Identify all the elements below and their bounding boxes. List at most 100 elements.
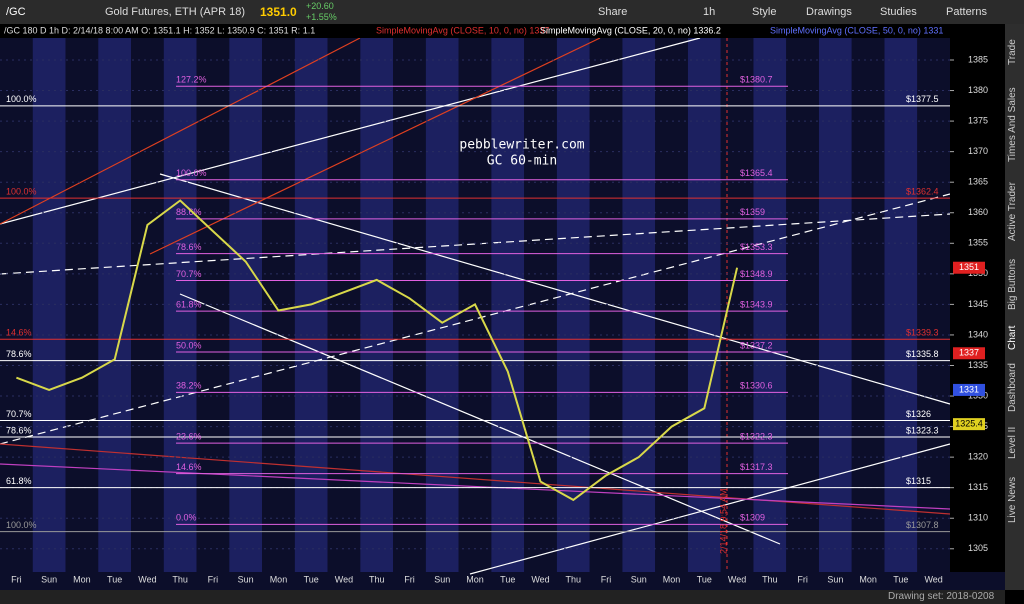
day-band (491, 38, 525, 572)
day-band (425, 38, 459, 572)
price-tag-label: 1337 (959, 348, 979, 358)
chart: $1380.7 127.2% $1377.5 100.0% $1365.4 100.0% $… (0, 24, 1005, 590)
price-tag-label: 1325.4 (955, 419, 983, 429)
symbol[interactable]: /GC (6, 6, 26, 18)
y-tick-label: 1345 (968, 299, 988, 309)
x-tick-label: Tue (893, 574, 908, 584)
x-tick-label: Tue (697, 574, 712, 584)
level-label: $1339.3 (906, 328, 939, 338)
price-tag (953, 261, 985, 274)
x-tick-label: Mon (73, 574, 91, 584)
tab[interactable]: Level II (1007, 426, 1018, 460)
tab[interactable]: Big Buttons (1007, 258, 1018, 310)
x-tick-label: Fri (11, 574, 22, 584)
day-band (818, 38, 852, 572)
fib-label: 78.6% (6, 425, 32, 435)
x-tick-label: Thu (369, 574, 385, 584)
tab[interactable]: Times And Sales (1007, 87, 1018, 163)
x-tick-label: Mon (859, 574, 877, 584)
y-tick-label: 1355 (968, 238, 988, 248)
fib-label: 127.2% (176, 75, 207, 85)
tab[interactable]: Chart (1007, 325, 1018, 351)
y-tick-label: 1310 (968, 513, 988, 523)
day-band (65, 38, 99, 572)
annotation: 2/14/18 9:54 AM (718, 488, 728, 554)
y-tick-label: 1385 (968, 54, 988, 64)
level-label: $1343.9 (740, 299, 773, 309)
info-bar (0, 24, 950, 38)
day-band (622, 38, 656, 572)
price-line (16, 199, 739, 502)
day-band (687, 38, 721, 572)
button[interactable]: Share (598, 6, 628, 18)
fib-label: 23.6% (176, 431, 202, 441)
fib-label: 70.7% (6, 409, 32, 419)
day-band (753, 38, 787, 572)
day-band (131, 38, 164, 572)
y-tick-label: 1335 (968, 360, 988, 370)
day-band (163, 38, 197, 572)
status: Drawing set: 2018-0208 (888, 591, 995, 602)
x-tick-label: Mon (466, 574, 484, 584)
x-tick-label: Wed (138, 574, 156, 584)
x-tick-label: Sun (238, 574, 254, 584)
x-tick-label: Fri (208, 574, 219, 584)
x-tick-label: Fri (601, 574, 612, 584)
day-band (786, 38, 819, 572)
study: SimpleMovingAvg (CLOSE, 10, 0, no) 1337 (376, 25, 549, 35)
day-band (327, 38, 361, 572)
level-label: $1362.4 (906, 186, 939, 196)
x-tick-label: Fri (404, 574, 415, 584)
fib-label: 38.2% (176, 381, 202, 391)
fib-label: 78.6% (6, 349, 32, 359)
day-band (360, 38, 394, 572)
price-tag (953, 347, 985, 360)
price-tag-label: 1331 (959, 384, 979, 394)
x-tick-label: Mon (663, 574, 681, 584)
chart-subtitle: GC 60-min (487, 154, 557, 169)
day-band (98, 38, 132, 572)
day-band (262, 38, 295, 572)
day-band (655, 38, 688, 572)
level-label: $1337.2 (740, 340, 773, 350)
button[interactable]: Patterns (946, 6, 987, 18)
level-label: $1326 (906, 409, 931, 419)
level-label: $1365.4 (740, 168, 773, 178)
level-label: $1353.3 (740, 242, 773, 252)
day-band (32, 38, 66, 572)
fib-label: 100.0% (6, 520, 37, 530)
day-band (556, 38, 590, 572)
day-band (851, 38, 885, 572)
level-label: $1359 (740, 207, 765, 217)
price-tag-label: 1351 (959, 262, 979, 272)
day-band (720, 38, 754, 572)
x-tick-label: Tue (107, 574, 122, 584)
tab[interactable]: Live News (1007, 476, 1018, 524)
description: Gold Futures, ETH (APR 18) (105, 6, 245, 18)
tab[interactable]: Active Trader (1007, 182, 1018, 241)
y-tick-label: 1370 (968, 146, 988, 156)
fib-label: 61.8% (176, 299, 202, 309)
level-label: $1323.3 (906, 425, 939, 435)
x-tick-label: Wed (335, 574, 353, 584)
button[interactable]: 1h (703, 6, 716, 18)
button[interactable]: Drawings (806, 6, 852, 18)
fib-label: 100.0% (176, 168, 207, 178)
day-band (917, 38, 950, 572)
level-label: $1348.9 (740, 269, 773, 279)
tab[interactable]: Trade (1007, 39, 1018, 65)
y-tick-label: 1380 (968, 85, 988, 95)
x-tick-label: Sun (434, 574, 450, 584)
fib-label: 14.6% (6, 328, 32, 338)
button[interactable]: Style (752, 6, 777, 18)
level-label: $1322.3 (740, 431, 773, 441)
x-tick-label: Thu (172, 574, 188, 584)
last-price: 1351.0 (260, 5, 297, 19)
y-tick-label: 1375 (968, 115, 988, 125)
change: +20.60 (306, 1, 334, 11)
day-band (196, 38, 230, 572)
tab[interactable]: Dashboard (1007, 363, 1018, 413)
x-tick-label: Fri (797, 574, 808, 584)
button[interactable]: Studies (880, 6, 917, 18)
